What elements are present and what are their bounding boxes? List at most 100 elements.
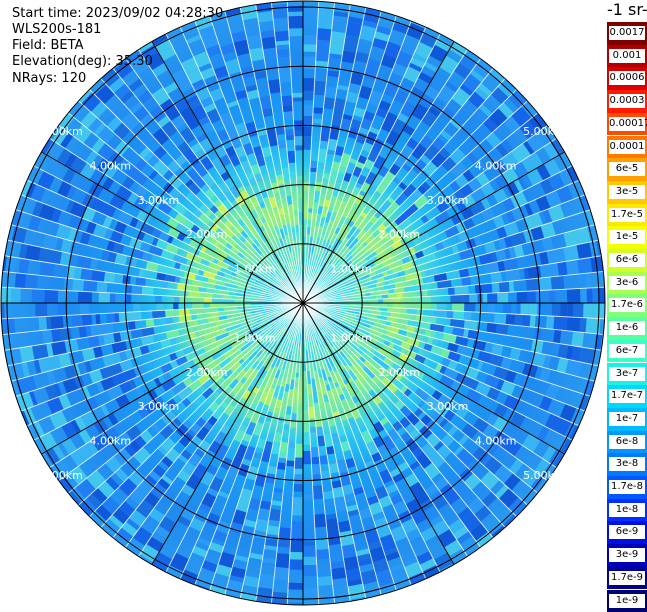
- data-cell: [488, 303, 495, 313]
- data-cell: [25, 274, 38, 289]
- data-cell: [303, 136, 312, 150]
- colorbar-level-label: 0.0001: [609, 140, 645, 154]
- data-cell: [530, 315, 536, 327]
- data-cell: [275, 553, 290, 568]
- colorbar-level: 1e-5: [607, 226, 647, 249]
- data-cell: [272, 4, 288, 19]
- data-cell: [15, 273, 26, 289]
- data-cell: [313, 485, 324, 499]
- data-cell: [99, 292, 110, 303]
- data-cell: [464, 303, 475, 312]
- data-cell: [174, 296, 179, 303]
- data-cell: [310, 427, 317, 433]
- colorbar-level-label: 3e-5: [609, 185, 645, 199]
- data-cell: [316, 549, 330, 560]
- range-ring-label: 2.00km: [186, 228, 228, 241]
- data-cell: [291, 521, 303, 526]
- data-cell: [303, 432, 310, 444]
- data-cell: [499, 281, 510, 292]
- colorbar-level: 1.7e-9: [607, 567, 647, 590]
- data-cell: [509, 281, 514, 292]
- data-cell: [437, 303, 446, 310]
- data-cell: [294, 469, 303, 475]
- data-cell: [110, 293, 116, 303]
- range-ring-label: 5.00km: [41, 469, 83, 482]
- data-cell: [552, 303, 561, 316]
- colorbar-level: 6e-9: [607, 521, 647, 544]
- range-ring-label: 5.00km: [523, 125, 565, 138]
- data-cell: [35, 303, 47, 317]
- data-cell: [277, 462, 286, 470]
- data-cell: [58, 290, 67, 303]
- data-cell: [323, 491, 334, 500]
- data-cell: [450, 295, 463, 303]
- data-cell: [289, 559, 303, 569]
- data-cell: [303, 588, 319, 599]
- data-cell: [261, 37, 276, 50]
- colorbar-level: 3e-5: [607, 181, 647, 204]
- data-cell: [292, 497, 303, 504]
- colorbar-title: -1 sr-1: [607, 0, 647, 19]
- colorbar-level: 1e-8: [607, 499, 647, 522]
- data-cell: [529, 303, 538, 315]
- colorbar-level-label: 1.7e-5: [609, 208, 645, 222]
- data-cell: [95, 314, 100, 325]
- colorbar-level-label: 1.7e-8: [609, 480, 645, 494]
- colorbar-level-label: 3e-8: [609, 457, 645, 471]
- data-cell: [414, 297, 420, 303]
- data-cell: [482, 283, 492, 293]
- data-cell: [316, 40, 330, 55]
- data-cell: [289, 28, 303, 36]
- data-cell: [115, 293, 125, 303]
- data-cell: [553, 316, 567, 331]
- data-cell: [291, 525, 303, 538]
- data-cell: [71, 315, 82, 328]
- data-cell: [292, 504, 303, 515]
- data-cell: [282, 105, 293, 112]
- colorbar-level-label: 6e-5: [609, 162, 645, 176]
- colorbar-level: 0.001: [607, 45, 647, 68]
- data-cell: [560, 303, 567, 317]
- colorbar-level-label: 1.7e-9: [609, 571, 645, 585]
- data-cell: [517, 291, 528, 303]
- colorbar-level: 1.7e-8: [607, 476, 647, 499]
- colorbar-level-label: 0.00017: [609, 117, 645, 131]
- colorbar-level: 3e-6: [607, 272, 647, 295]
- start-time-label: Start time: 2023/09/02 04:28:30: [12, 6, 223, 22]
- range-ring-label: 2.00km: [186, 366, 228, 379]
- data-cell: [317, 17, 333, 29]
- data-cell: [527, 291, 536, 303]
- data-cell: [469, 294, 478, 303]
- data-cell: [520, 303, 528, 315]
- range-ring-label: 1.00km: [330, 263, 372, 276]
- data-cell: [557, 261, 567, 276]
- elevation-label: Elevation(deg): 35.30: [12, 54, 153, 70]
- data-cell: [292, 97, 303, 101]
- data-cell: [42, 329, 53, 344]
- data-cell: [283, 111, 293, 121]
- data-cell: [431, 303, 437, 310]
- data-cell: [571, 331, 584, 347]
- data-cell: [567, 303, 573, 317]
- data-cell: [313, 107, 324, 113]
- data-cell: [514, 314, 522, 326]
- data-cell: [303, 565, 317, 576]
- data-cell: [80, 268, 92, 281]
- data-cell: [325, 87, 337, 99]
- colorbar-level-label: 6e-9: [609, 525, 645, 539]
- data-cell: [276, 49, 290, 58]
- instrument-label: WLS200s-181: [12, 22, 101, 38]
- data-cell: [317, 28, 332, 41]
- range-ring-label: 4.00km: [475, 435, 517, 448]
- colorbar-level: 3e-8: [607, 453, 647, 476]
- data-cell: [297, 416, 303, 421]
- data-cell: [579, 318, 586, 333]
- data-cell: [464, 311, 472, 320]
- data-cell: [11, 288, 21, 303]
- data-cell: [114, 273, 123, 284]
- data-cell: [303, 105, 313, 116]
- range-ring-label: 4.00km: [89, 159, 131, 172]
- data-cell: [329, 42, 344, 55]
- data-cell: [96, 281, 107, 292]
